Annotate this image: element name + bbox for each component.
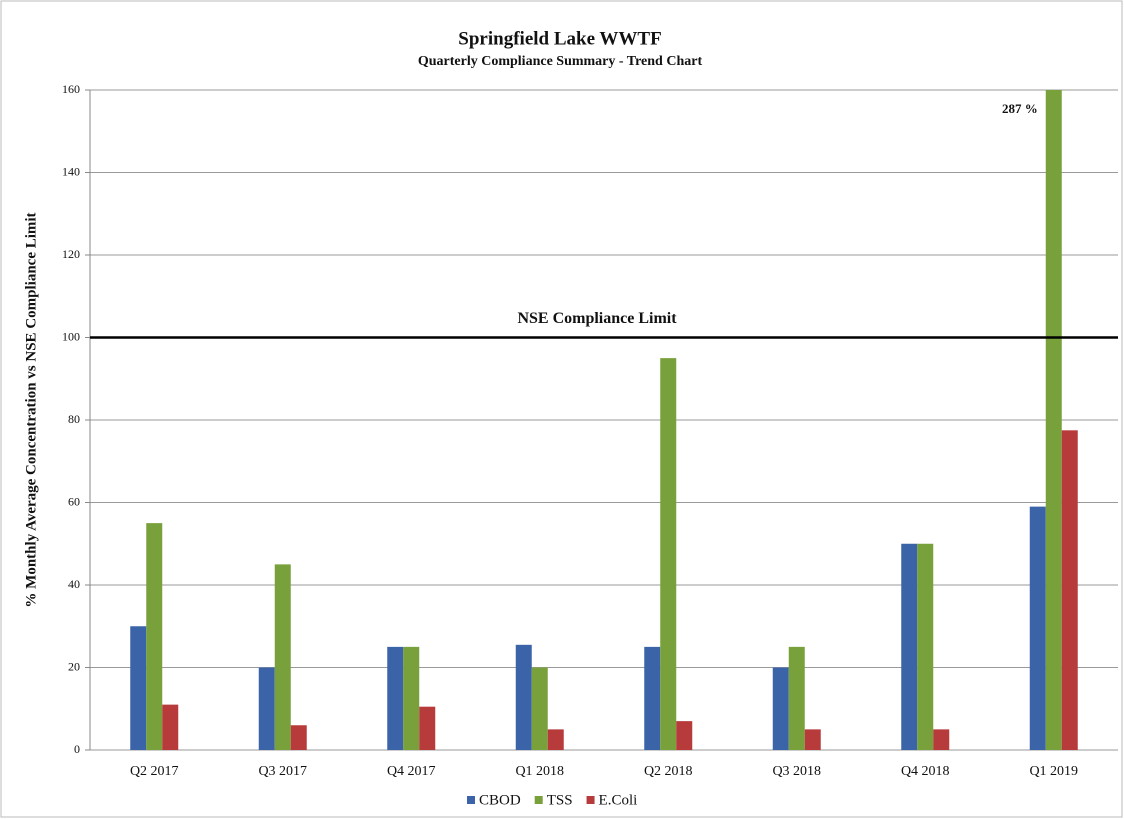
bar (788, 646, 805, 750)
legend-label: TSS (547, 792, 573, 808)
bar (660, 358, 677, 750)
bar (162, 704, 179, 750)
y-tick-label: 140 (62, 164, 80, 178)
bar (804, 729, 821, 750)
bar (515, 644, 532, 750)
reference-label: NSE Compliance Limit (517, 310, 677, 327)
x-tick-label: Q3 2017 (258, 764, 307, 779)
bar (1045, 90, 1062, 750)
y-tick-label: 160 (62, 82, 80, 96)
y-tick-label: 80 (68, 412, 80, 426)
y-tick-label: 20 (68, 659, 80, 673)
y-tick-label: 40 (68, 577, 80, 591)
legend-label: CBOD (479, 792, 521, 808)
bar (531, 667, 548, 750)
legend-swatch (534, 796, 543, 804)
bar (676, 721, 693, 750)
x-tick-label: Q1 2019 (1029, 764, 1078, 779)
plot-area (130, 90, 1078, 750)
bar (290, 725, 307, 750)
x-tick-label: Q1 2018 (515, 764, 564, 779)
bar (772, 667, 789, 750)
legend-swatch (467, 796, 475, 804)
bar (917, 543, 934, 750)
legend-swatch (586, 796, 595, 804)
bar (644, 646, 661, 750)
bar (130, 626, 147, 750)
bar (547, 729, 564, 750)
x-tick-label: Q4 2018 (901, 764, 950, 779)
y-tick-label: 100 (62, 329, 80, 343)
x-tick-label: Q3 2018 (772, 764, 821, 779)
x-tick-label: Q2 2018 (644, 764, 693, 779)
bar (901, 543, 918, 750)
data-label: 287 % (1002, 101, 1038, 116)
y-tick-label: 120 (62, 247, 80, 261)
bar (146, 523, 163, 750)
bar (258, 667, 275, 750)
bar (274, 564, 291, 750)
chart-subtitle: Quarterly Compliance Summary - Trend Cha… (418, 54, 703, 69)
bar (1029, 506, 1046, 750)
bar (419, 706, 436, 750)
legend-label: E.Coli (599, 792, 638, 808)
y-tick-label: 60 (68, 494, 80, 508)
bar (403, 646, 420, 750)
bar (933, 729, 950, 750)
y-tick-label: 0 (74, 742, 80, 756)
y-axis-label: % Monthly Average Concentration vs NSE C… (23, 212, 39, 607)
chart-title: Springfield Lake WWTF (458, 28, 661, 49)
bar (387, 646, 404, 750)
x-tick-label: Q2 2017 (130, 764, 179, 779)
x-tick-label: Q4 2017 (387, 764, 436, 779)
bar (1061, 430, 1078, 750)
